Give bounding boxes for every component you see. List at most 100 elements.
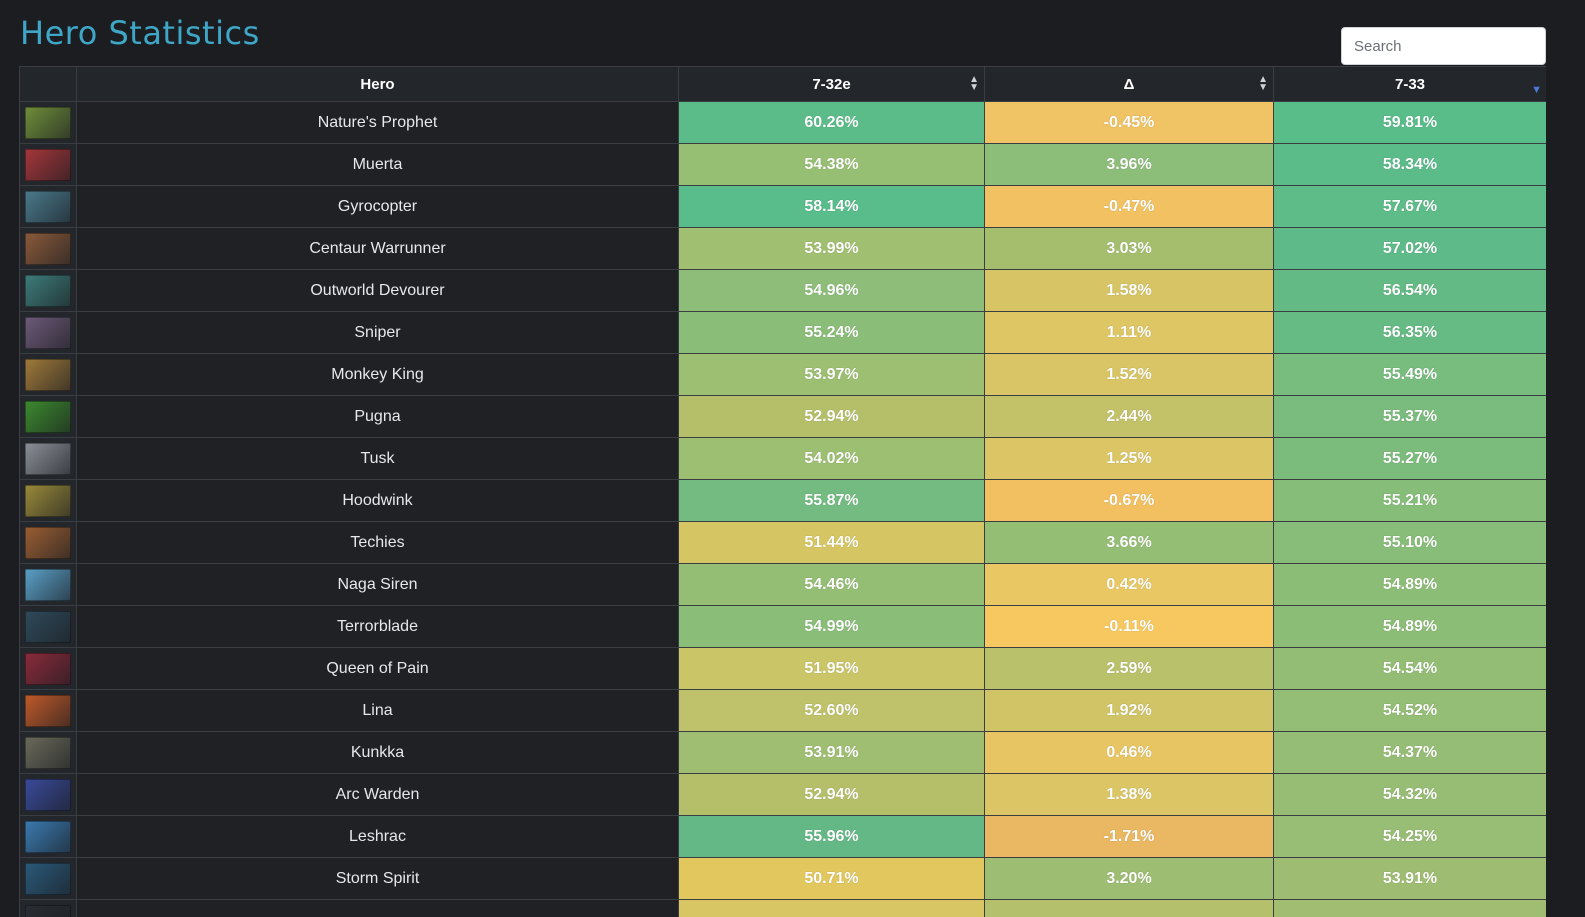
table-row[interactable]: Leshrac 55.96% -1.71% 54.25% — [19, 815, 1546, 858]
hero-portrait-icon — [25, 652, 71, 685]
header-7-32e[interactable]: 7-32e ▲ ▼ — [678, 66, 985, 102]
winrate-7-32e: 54.99% — [678, 605, 985, 648]
winrate-delta: 1.25% — [984, 437, 1274, 480]
search-input[interactable] — [1341, 27, 1546, 65]
winrate-7-32e — [678, 899, 985, 917]
hero-portrait-icon — [25, 778, 71, 811]
table-row[interactable]: Gyrocopter 58.14% -0.47% 57.67% — [19, 185, 1546, 228]
winrate-7-33: 55.21% — [1273, 479, 1546, 522]
table-row[interactable]: Monkey King 53.97% 1.52% 55.49% — [19, 353, 1546, 396]
winrate-delta: 0.46% — [984, 731, 1274, 774]
hero-portrait-icon — [25, 274, 71, 307]
table-row[interactable]: Hoodwink 55.87% -0.67% 55.21% — [19, 479, 1546, 522]
winrate-delta: 3.20% — [984, 857, 1274, 900]
winrate-7-33: 54.52% — [1273, 689, 1546, 732]
header-hero[interactable]: Hero — [76, 66, 679, 102]
table-row[interactable]: Techies 51.44% 3.66% 55.10% — [19, 521, 1546, 564]
sort-desc-icon[interactable]: ▼ — [1531, 84, 1542, 96]
table-row[interactable]: Tusk 54.02% 1.25% 55.27% — [19, 437, 1546, 480]
hero-name: Storm Spirit — [76, 857, 679, 900]
sort-down-arrow: ▼ — [969, 82, 979, 93]
header-7-32e-label: 7-32e — [812, 75, 851, 93]
hero-icon-cell — [19, 479, 77, 522]
table-row[interactable]: Arc Warden 52.94% 1.38% 54.32% — [19, 773, 1546, 816]
table-row[interactable]: Lina 52.60% 1.92% 54.52% — [19, 689, 1546, 732]
sort-both-icon[interactable]: ▲ ▼ — [969, 74, 979, 93]
hero-portrait-icon — [25, 820, 71, 853]
winrate-delta: -1.71% — [984, 815, 1274, 858]
winrate-delta: 1.38% — [984, 773, 1274, 816]
winrate-delta: 2.44% — [984, 395, 1274, 438]
table-row[interactable]: Outworld Devourer 54.96% 1.58% 56.54% — [19, 269, 1546, 312]
hero-icon-cell — [19, 689, 77, 732]
hero-name: Terrorblade — [76, 605, 679, 648]
winrate-7-32e: 54.46% — [678, 563, 985, 606]
winrate-7-32e: 52.60% — [678, 689, 985, 732]
table-row[interactable]: Pugna 52.94% 2.44% 55.37% — [19, 395, 1546, 438]
winrate-7-33: 53.91% — [1273, 857, 1546, 900]
hero-portrait-icon — [25, 232, 71, 265]
hero-icon-cell — [19, 185, 77, 228]
hero-icon-cell — [19, 773, 77, 816]
winrate-delta: 3.03% — [984, 227, 1274, 270]
winrate-delta: 0.42% — [984, 563, 1274, 606]
winrate-7-32e: 55.24% — [678, 311, 985, 354]
winrate-7-32e: 60.26% — [678, 101, 985, 144]
winrate-7-33: 57.02% — [1273, 227, 1546, 270]
winrate-7-33: 55.10% — [1273, 521, 1546, 564]
hero-name: Lina — [76, 689, 679, 732]
table-row[interactable]: Kunkka 53.91% 0.46% 54.37% — [19, 731, 1546, 774]
winrate-7-33: 54.89% — [1273, 563, 1546, 606]
table-row[interactable]: Centaur Warrunner 53.99% 3.03% 57.02% — [19, 227, 1546, 270]
hero-icon-cell — [19, 899, 77, 917]
hero-name: Pugna — [76, 395, 679, 438]
hero-icon-cell — [19, 353, 77, 396]
hero-portrait-icon — [25, 442, 71, 475]
table-row[interactable]: Muerta 54.38% 3.96% 58.34% — [19, 143, 1546, 186]
header-row: Hero 7-32e ▲ ▼ Δ ▲ ▼ 7-33 ▼ — [19, 66, 1546, 102]
winrate-delta: -0.47% — [984, 185, 1274, 228]
winrate-delta: 2.59% — [984, 647, 1274, 690]
table-body: Nature's Prophet 60.26% -0.45% 59.81% Muerta… — [19, 101, 1546, 917]
sort-up-arrow: ▲ — [969, 74, 979, 85]
hero-icon-cell — [19, 731, 77, 774]
winrate-7-32e: 52.94% — [678, 395, 985, 438]
sort-down-arrow: ▼ — [1258, 82, 1268, 93]
winrate-7-33: 54.54% — [1273, 647, 1546, 690]
hero-name: Outworld Devourer — [76, 269, 679, 312]
hero-portrait-icon — [25, 400, 71, 433]
hero-portrait-icon — [25, 148, 71, 181]
winrate-delta: 1.58% — [984, 269, 1274, 312]
hero-icon-cell — [19, 101, 77, 144]
hero-portrait-icon — [25, 904, 71, 917]
hero-name: Hoodwink — [76, 479, 679, 522]
table-row[interactable]: Terrorblade 54.99% -0.11% 54.89% — [19, 605, 1546, 648]
hero-icon-cell — [19, 647, 77, 690]
winrate-7-33: 56.35% — [1273, 311, 1546, 354]
table-row[interactable]: Storm Spirit 50.71% 3.20% 53.91% — [19, 857, 1546, 900]
winrate-7-32e: 51.95% — [678, 647, 985, 690]
header-delta-label: Δ — [1123, 75, 1135, 93]
hero-portrait-icon — [25, 190, 71, 223]
table-row[interactable]: Naga Siren 54.46% 0.42% 54.89% — [19, 563, 1546, 606]
hero-name: Sniper — [76, 311, 679, 354]
hero-icon-cell — [19, 857, 77, 900]
sort-both-icon[interactable]: ▲ ▼ — [1258, 75, 1268, 93]
winrate-delta — [984, 899, 1274, 917]
table-row[interactable]: Nature's Prophet 60.26% -0.45% 59.81% — [19, 101, 1546, 144]
table-row[interactable]: Queen of Pain 51.95% 2.59% 54.54% — [19, 647, 1546, 690]
winrate-7-32e: 54.96% — [678, 269, 985, 312]
page-title: Hero Statistics — [20, 14, 260, 52]
winrate-7-32e: 54.02% — [678, 437, 985, 480]
winrate-7-33: 54.89% — [1273, 605, 1546, 648]
header-7-33[interactable]: 7-33 ▼ — [1273, 66, 1546, 102]
winrate-7-32e: 51.44% — [678, 521, 985, 564]
hero-name: Kunkka — [76, 731, 679, 774]
header-delta[interactable]: Δ ▲ ▼ — [984, 66, 1274, 102]
winrate-7-32e: 53.97% — [678, 353, 985, 396]
winrate-7-32e: 54.38% — [678, 143, 985, 186]
table-row[interactable] — [19, 899, 1546, 917]
hero-portrait-icon — [25, 358, 71, 391]
table-row[interactable]: Sniper 55.24% 1.11% 56.35% — [19, 311, 1546, 354]
hero-portrait-icon — [25, 568, 71, 601]
